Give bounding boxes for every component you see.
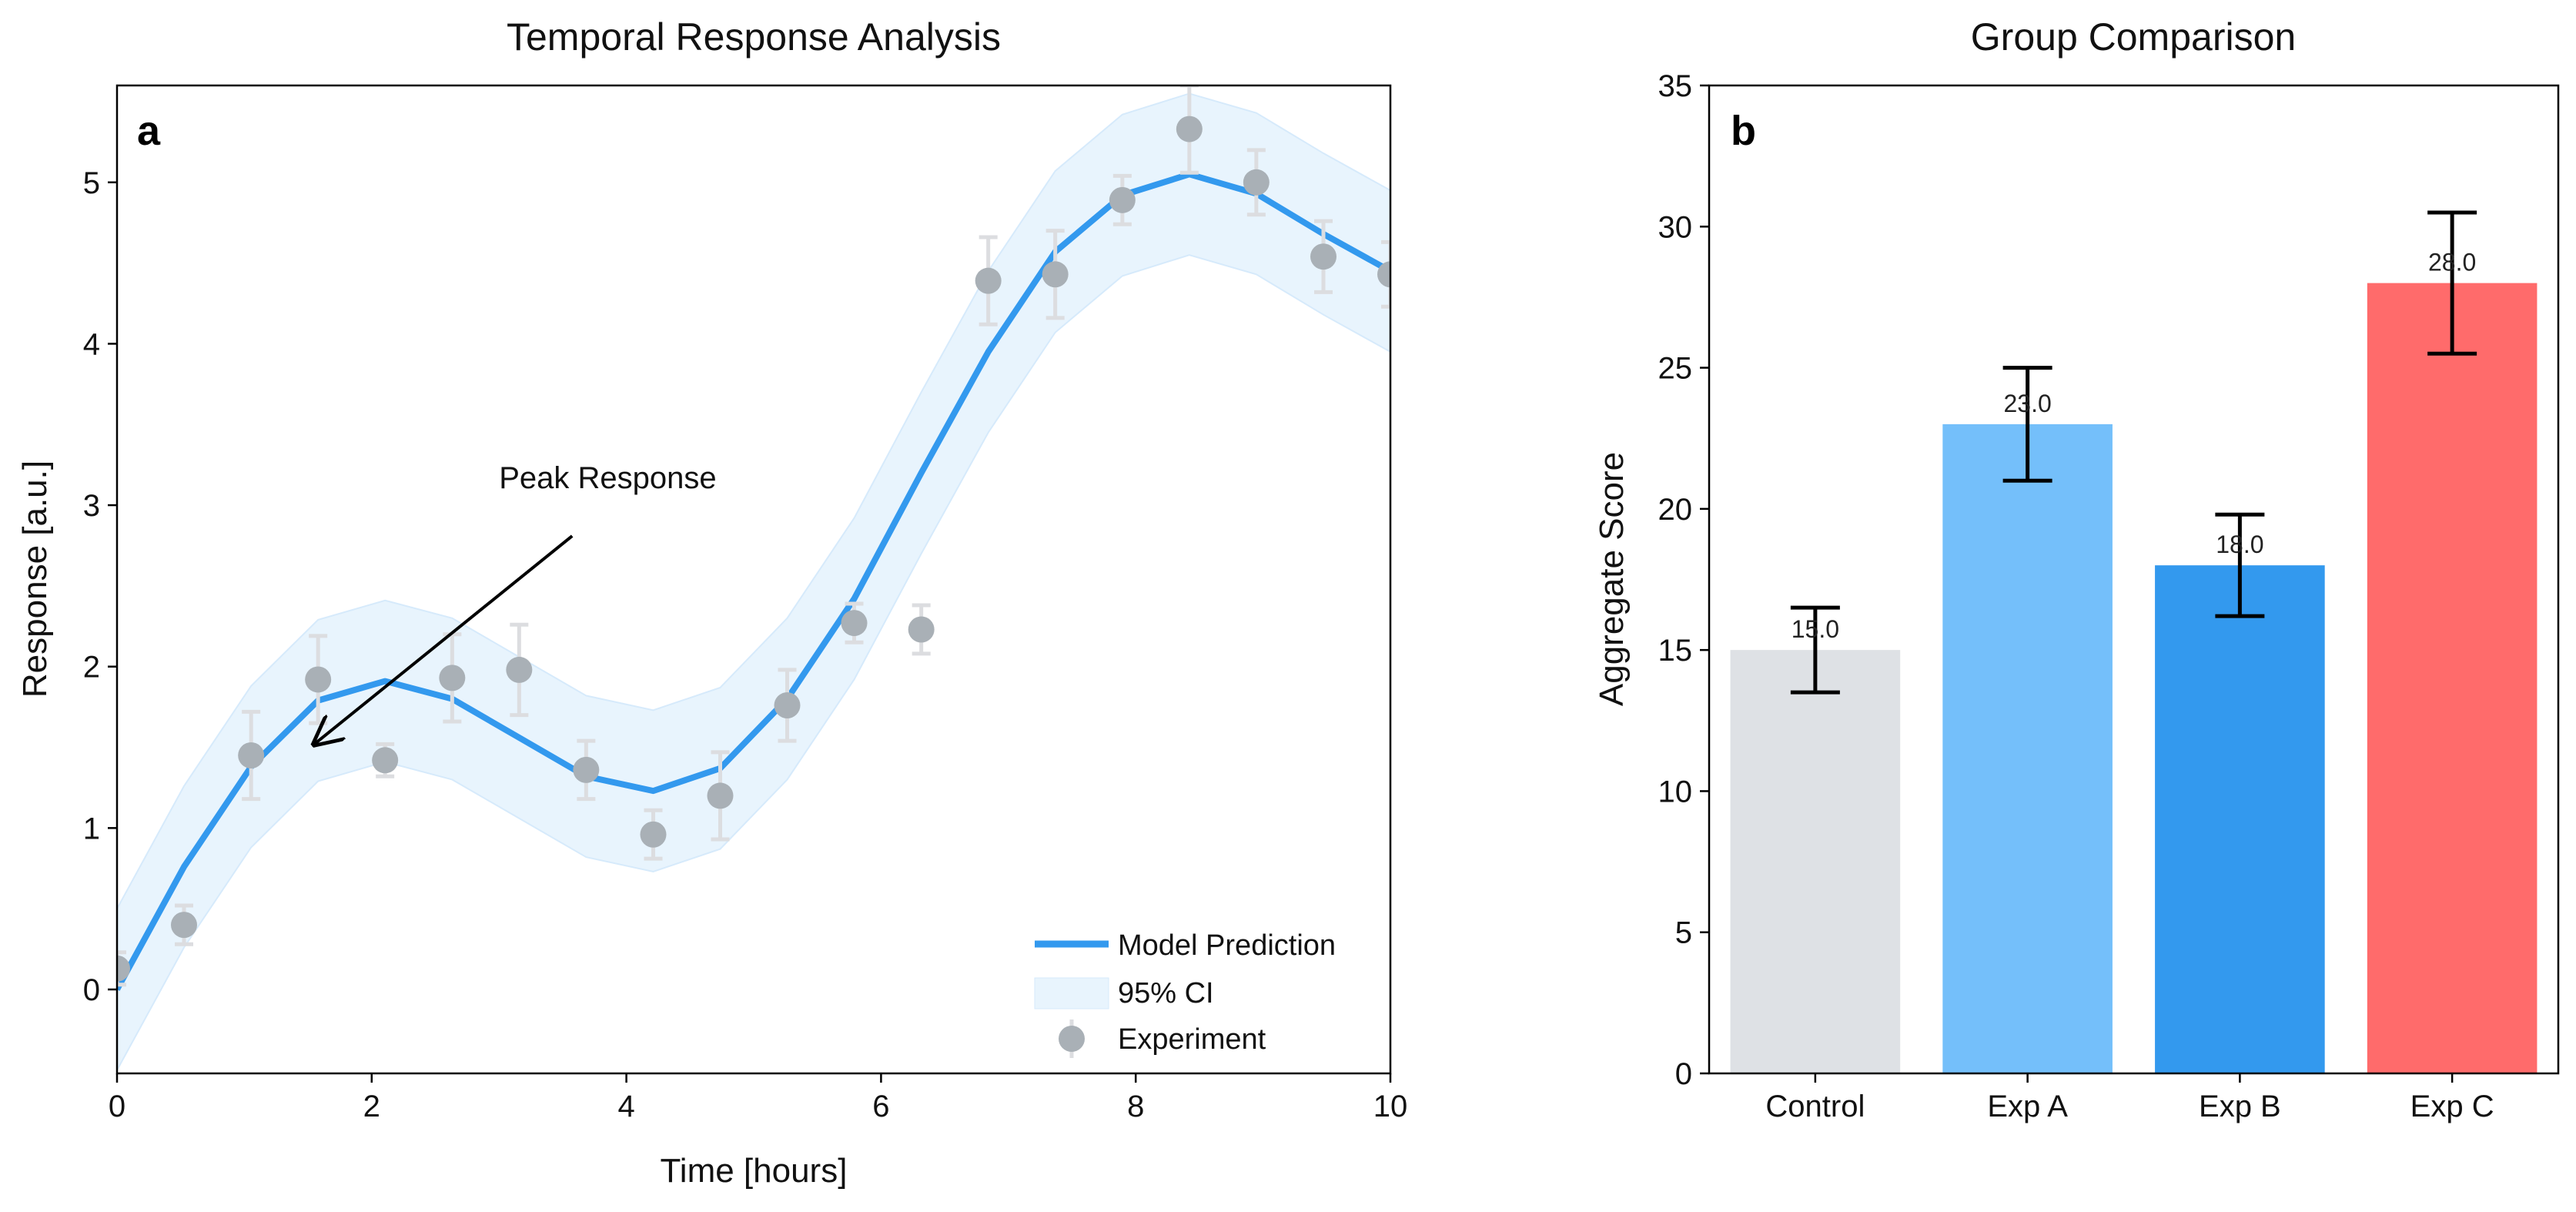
panel-b-chart: Group Comparison Aggregate Score 15.0 Con… <box>1593 15 2560 1123</box>
y-tick-label: 5 <box>1675 916 1692 950</box>
y-tick-label: 3 <box>83 489 100 523</box>
bar-value-label: 23.0 <box>2003 390 2051 417</box>
y-tick-label: 15 <box>1658 634 1693 668</box>
plot-area-a <box>117 85 1390 1071</box>
x-tick-label: 6 <box>872 1090 889 1123</box>
y-tick-label: 30 <box>1658 210 1693 244</box>
chart-a-xlabel: Time [hours] <box>661 1152 848 1190</box>
experiment-point <box>117 955 130 982</box>
x-tick-label: Control <box>1765 1090 1865 1123</box>
panel-b-label: b <box>1731 108 1756 154</box>
experiment-point <box>841 610 868 637</box>
y-tick-label: 35 <box>1658 69 1693 103</box>
experiment-point <box>1109 186 1136 213</box>
experiment-point <box>1310 243 1337 270</box>
experiment-point <box>707 782 734 809</box>
x-tick-label: Exp B <box>2199 1090 2281 1123</box>
bar-control <box>1730 650 1901 1073</box>
x-tick-label: Exp C <box>2410 1090 2494 1123</box>
chart-b-ylabel: Aggregate Score <box>1593 452 1631 706</box>
y-tick-label: 5 <box>83 166 100 200</box>
experiment-point <box>1176 116 1203 142</box>
model-prediction-line <box>117 171 1390 991</box>
y-tick-label: 25 <box>1658 352 1693 386</box>
legend-experiment: Experiment <box>1118 1023 1266 1056</box>
confidence-band <box>117 92 1390 1071</box>
experiment-point <box>774 692 801 719</box>
x-tick-label: Exp A <box>1987 1090 2068 1123</box>
bar-value-label: 18.0 <box>2216 531 2263 558</box>
experiment-point <box>1377 261 1390 288</box>
bar-exp-b <box>2155 565 2325 1073</box>
annotation-peak-response: Peak Response <box>499 461 716 495</box>
legend-model-prediction: Model Prediction <box>1118 929 1336 962</box>
experiment-point <box>372 747 399 774</box>
experiment-point <box>1243 169 1270 196</box>
experiment-point <box>506 656 533 683</box>
bar-value-label: 28.0 <box>2428 249 2476 276</box>
experiment-point <box>573 756 600 783</box>
legend-band-swatch <box>1034 977 1109 1009</box>
experiment-point <box>640 821 667 848</box>
x-tick-label: 4 <box>617 1090 634 1123</box>
axes-frame-b <box>1708 84 2560 1075</box>
bar-exp-c <box>2367 283 2538 1074</box>
y-tick-label: 0 <box>1675 1057 1692 1091</box>
legend-marker-swatch <box>1059 1026 1085 1052</box>
experiment-point <box>975 267 1002 294</box>
y-tick-label: 20 <box>1658 493 1693 527</box>
x-tick-label: 8 <box>1127 1090 1144 1123</box>
bar-value-label: 15.0 <box>1791 615 1839 643</box>
annotation-arrow <box>314 534 574 744</box>
x-tick-label: 0 <box>109 1090 125 1123</box>
experiment-point <box>305 666 332 693</box>
experiment-point <box>908 616 935 643</box>
experiment-point <box>238 742 265 769</box>
experiment-point <box>171 912 198 939</box>
legend-95ci: 95% CI <box>1118 977 1214 1009</box>
panel-a-chart: Temporal Response Analysis Time [hours] … <box>16 15 1407 1190</box>
chart-a-title: Temporal Response Analysis <box>507 15 1001 59</box>
experiment-point <box>1042 261 1069 288</box>
chart-a-ylabel: Response [a.u.] <box>16 460 54 698</box>
experiment-point <box>439 665 466 691</box>
x-tick-label: 10 <box>1373 1090 1408 1123</box>
panel-a-label: a <box>137 108 161 154</box>
y-tick-label: 0 <box>83 973 100 1007</box>
axes-frame-a <box>115 84 1392 1075</box>
bar-exp-a <box>1942 424 2113 1073</box>
legend: Model Prediction 95% CI Experiment <box>1034 929 1336 1058</box>
y-tick-label: 10 <box>1658 775 1693 809</box>
y-tick-label: 4 <box>83 327 100 361</box>
y-tick-label: 2 <box>83 651 100 685</box>
x-tick-label: 2 <box>363 1090 380 1123</box>
y-tick-label: 1 <box>83 812 100 845</box>
chart-b-title: Group Comparison <box>1971 15 2296 59</box>
